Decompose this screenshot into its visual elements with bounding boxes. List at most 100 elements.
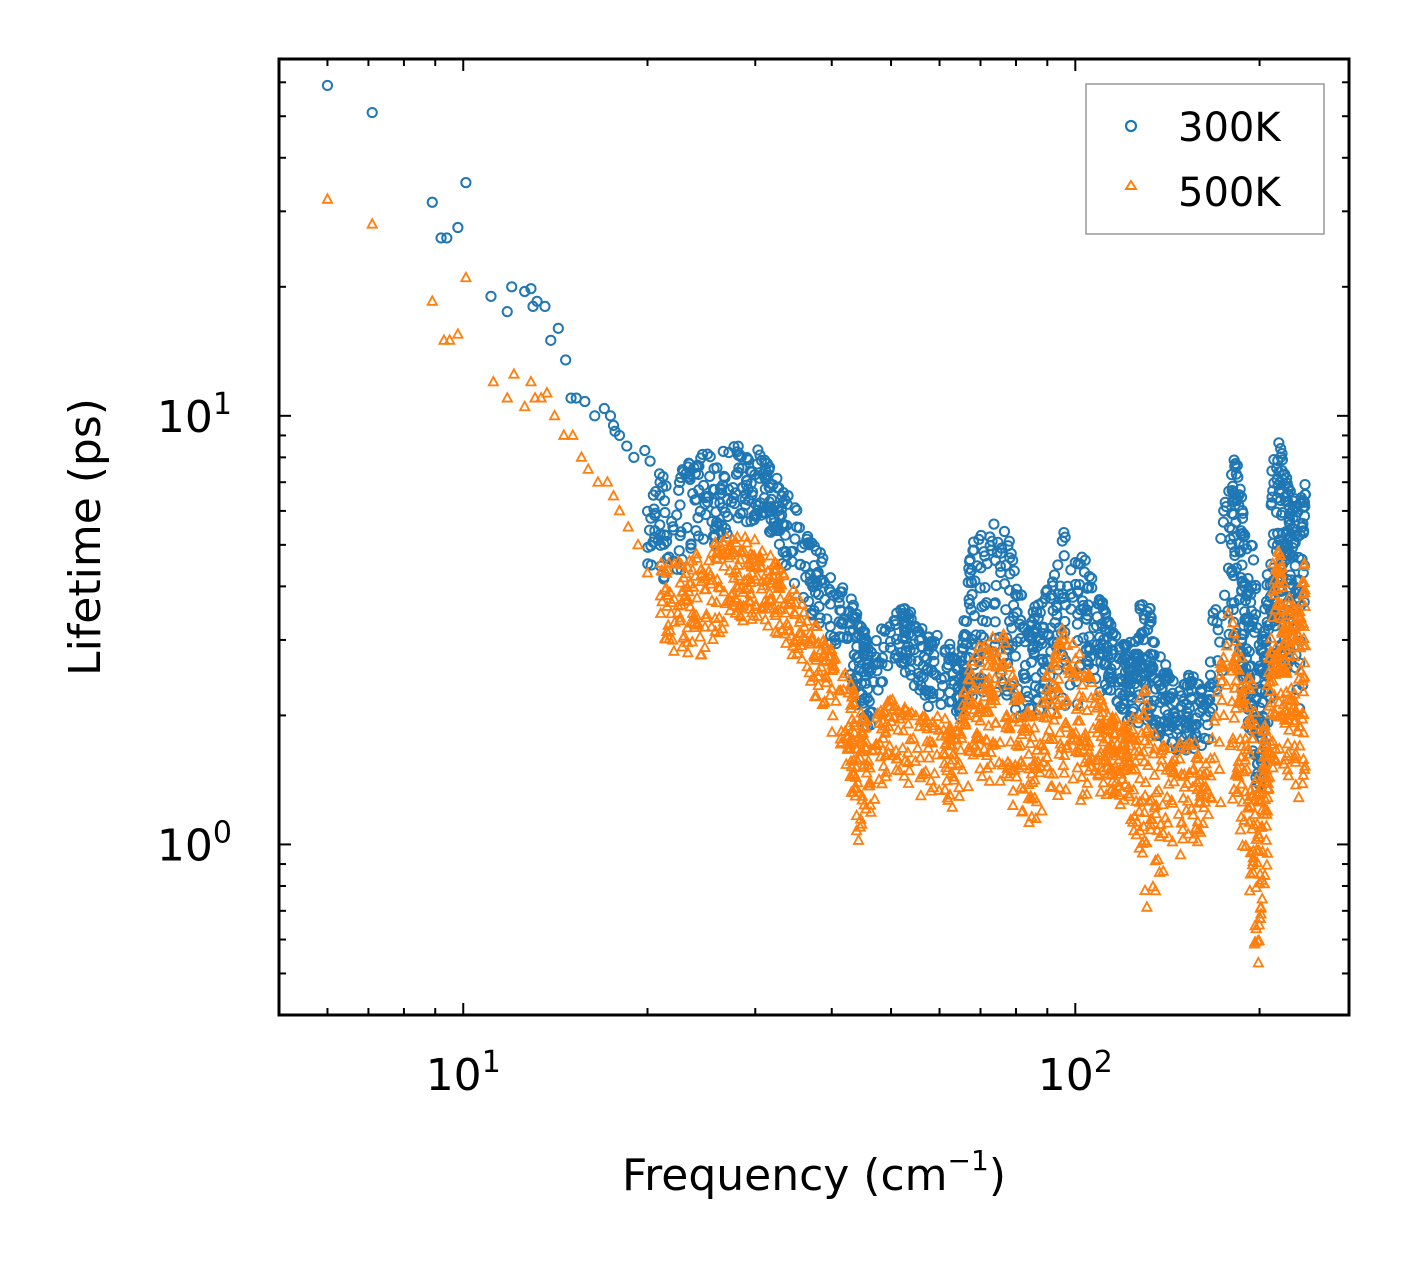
data-point-500k — [791, 632, 804, 645]
data-point-300k — [441, 232, 453, 244]
data-point-500k — [1155, 753, 1168, 765]
data-point-500k — [903, 763, 916, 776]
data-point-300k — [778, 520, 790, 532]
data-point-500k — [1058, 650, 1071, 662]
data-point-500k — [993, 735, 1007, 748]
data-point-300k — [915, 640, 928, 653]
data-point-500k — [769, 556, 782, 568]
data-point-500k — [700, 607, 713, 620]
data-point-300k — [426, 196, 438, 208]
data-point-500k — [794, 634, 808, 646]
data-point-500k — [1266, 654, 1280, 666]
data-point-500k — [1260, 858, 1273, 870]
data-point-300k — [978, 546, 990, 558]
data-point-500k — [1252, 827, 1265, 839]
data-point-500k — [977, 640, 990, 653]
data-point-300k — [1270, 506, 1283, 518]
data-point-300k — [1052, 559, 1064, 571]
data-point-500k — [877, 759, 890, 771]
data-point-500k — [709, 624, 722, 636]
data-point-300k — [1018, 672, 1030, 684]
data-point-300k — [732, 440, 744, 452]
data-point-300k — [943, 653, 955, 666]
data-point-500k — [788, 607, 802, 619]
data-point-500k — [1278, 713, 1291, 725]
data-point-500k — [748, 533, 761, 545]
data-point-300k — [685, 539, 697, 551]
data-point-300k — [1133, 633, 1145, 645]
data-point-500k — [745, 612, 759, 624]
data-point-500k — [982, 643, 995, 655]
data-point-300k — [1114, 672, 1126, 685]
data-point-500k — [981, 658, 994, 671]
data-point-300k — [1019, 659, 1032, 672]
data-point-300k — [598, 402, 610, 415]
data-point-500k — [948, 732, 961, 744]
data-point-500k — [1120, 745, 1134, 757]
data-point-500k — [726, 532, 739, 544]
data-point-500k — [1073, 646, 1086, 659]
data-point-300k — [794, 559, 806, 571]
data-point-500k — [924, 784, 937, 796]
data-point-500k — [966, 737, 979, 750]
data-point-300k — [809, 586, 822, 598]
data-point-500k — [1178, 780, 1191, 792]
data-point-300k — [857, 697, 869, 709]
data-point-500k — [975, 769, 989, 781]
data-point-500k — [858, 758, 871, 770]
data-point-500k — [1124, 756, 1137, 768]
data-point-300k — [708, 463, 720, 475]
data-point-300k — [858, 665, 870, 678]
data-point-500k — [1177, 791, 1190, 803]
data-point-300k — [912, 655, 924, 667]
data-point-500k — [1172, 807, 1185, 819]
data-point-300k — [752, 444, 764, 456]
data-point-500k — [1231, 661, 1244, 674]
data-point-500k — [955, 731, 968, 743]
data-point-300k — [663, 551, 675, 563]
data-point-300k — [749, 469, 761, 481]
data-point-500k — [487, 374, 500, 387]
data-point-300k — [696, 448, 709, 461]
data-point-500k — [889, 744, 903, 756]
data-point-300k — [789, 502, 801, 514]
data-point-500k — [681, 620, 694, 633]
data-point-300k — [988, 518, 1000, 530]
data-point-300k — [628, 451, 640, 463]
legend-marker-300k — [1124, 119, 1138, 133]
data-point-500k — [1272, 609, 1285, 621]
data-point-300k — [867, 675, 880, 688]
data-point-500k — [1066, 636, 1080, 648]
data-point-500k — [845, 698, 858, 710]
data-point-500k — [1077, 669, 1091, 681]
data-point-300k — [1212, 624, 1224, 636]
data-point-500k — [798, 620, 811, 632]
data-point-500k — [1051, 681, 1065, 693]
data-point-500k — [879, 724, 892, 737]
data-point-500k — [750, 560, 764, 572]
data-point-500k — [1119, 777, 1132, 789]
data-point-500k — [827, 652, 840, 665]
data-point-500k — [1098, 753, 1112, 765]
data-point-500k — [727, 571, 741, 583]
data-point-500k — [1291, 724, 1305, 737]
data-point-500k — [904, 732, 917, 745]
data-point-500k — [693, 630, 707, 642]
data-point-300k — [1083, 631, 1095, 643]
data-point-500k — [984, 758, 997, 770]
data-point-500k — [1244, 799, 1258, 811]
data-point-300k — [977, 614, 989, 627]
data-point-500k — [946, 800, 959, 812]
data-point-300k — [737, 507, 749, 519]
data-point-500k — [1272, 597, 1285, 609]
data-point-500k — [686, 554, 699, 566]
data-point-500k — [723, 593, 736, 605]
data-point-500k — [793, 615, 806, 627]
data-point-300k — [531, 295, 543, 307]
data-point-500k — [898, 769, 911, 781]
data-point-500k — [1024, 736, 1037, 749]
data-point-500k — [758, 594, 771, 607]
data-point-500k — [1138, 754, 1151, 767]
data-point-500k — [1245, 822, 1258, 834]
data-point-300k — [721, 527, 733, 539]
